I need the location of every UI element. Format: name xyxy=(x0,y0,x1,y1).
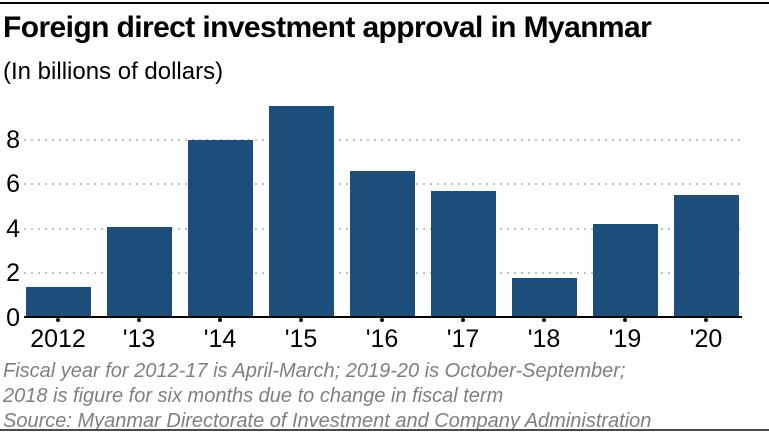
bar-chart-area: 0 2 4 6 8 2012 '13 '14 '15 '16 '17 '18 '19 '20 xyxy=(0,90,769,358)
y-axis-label: 8 xyxy=(6,125,20,154)
x-axis-tick-dot xyxy=(380,318,384,322)
bar-'17 xyxy=(430,190,496,318)
bar-'20 xyxy=(673,195,739,318)
footnote-line-1: Fiscal year for 2012-17 is April-March; … xyxy=(3,360,626,382)
bar-2012 xyxy=(25,286,91,318)
bar-'13 xyxy=(106,226,172,318)
bar-'14 xyxy=(187,139,253,318)
bar-'19 xyxy=(592,224,658,318)
chart-subtitle: (In billions of dollars) xyxy=(3,58,224,85)
x-axis-label: '18 xyxy=(527,325,561,353)
chart-footnote: Fiscal year for 2012-17 is April-March; … xyxy=(3,359,763,434)
top-border-rule xyxy=(0,2,769,4)
footnote-line-2: 2018 is figure for six months due to cha… xyxy=(3,385,504,407)
x-axis-tick-dot xyxy=(542,318,546,322)
x-axis-label: '20 xyxy=(689,325,723,353)
x-axis-label: '19 xyxy=(608,325,642,353)
x-axis-tick-dot xyxy=(704,318,708,322)
x-axis-tick-dot xyxy=(623,318,627,322)
x-axis-tick-dot xyxy=(218,318,222,322)
y-axis-label: 0 xyxy=(6,304,20,332)
x-axis-tick-dot xyxy=(137,318,141,322)
x-axis-tick-dot xyxy=(299,318,303,322)
gridline-y-8 xyxy=(24,138,742,141)
x-axis-label: '17 xyxy=(446,325,480,353)
x-axis-line xyxy=(24,316,742,318)
y-axis-label: 6 xyxy=(6,170,20,199)
bar-'15 xyxy=(268,106,334,318)
x-axis-label: 2012 xyxy=(30,325,86,353)
y-axis-label: 2 xyxy=(6,259,20,288)
x-axis-label: '16 xyxy=(365,325,399,353)
x-axis-tick-dot xyxy=(461,318,465,322)
bar-'18 xyxy=(511,277,577,318)
x-axis-tick-dot xyxy=(56,318,60,322)
x-axis-label: '13 xyxy=(122,325,156,353)
chart-title: Foreign direct investment approval in My… xyxy=(3,11,652,44)
bottom-border-rule xyxy=(0,429,769,431)
bar-'16 xyxy=(349,170,415,318)
x-axis-label: '15 xyxy=(284,325,318,353)
source-line: Source: Myanmar Directorate of Investmen… xyxy=(3,410,652,432)
y-axis-label: 4 xyxy=(6,214,20,243)
x-axis-label: '14 xyxy=(203,325,237,353)
